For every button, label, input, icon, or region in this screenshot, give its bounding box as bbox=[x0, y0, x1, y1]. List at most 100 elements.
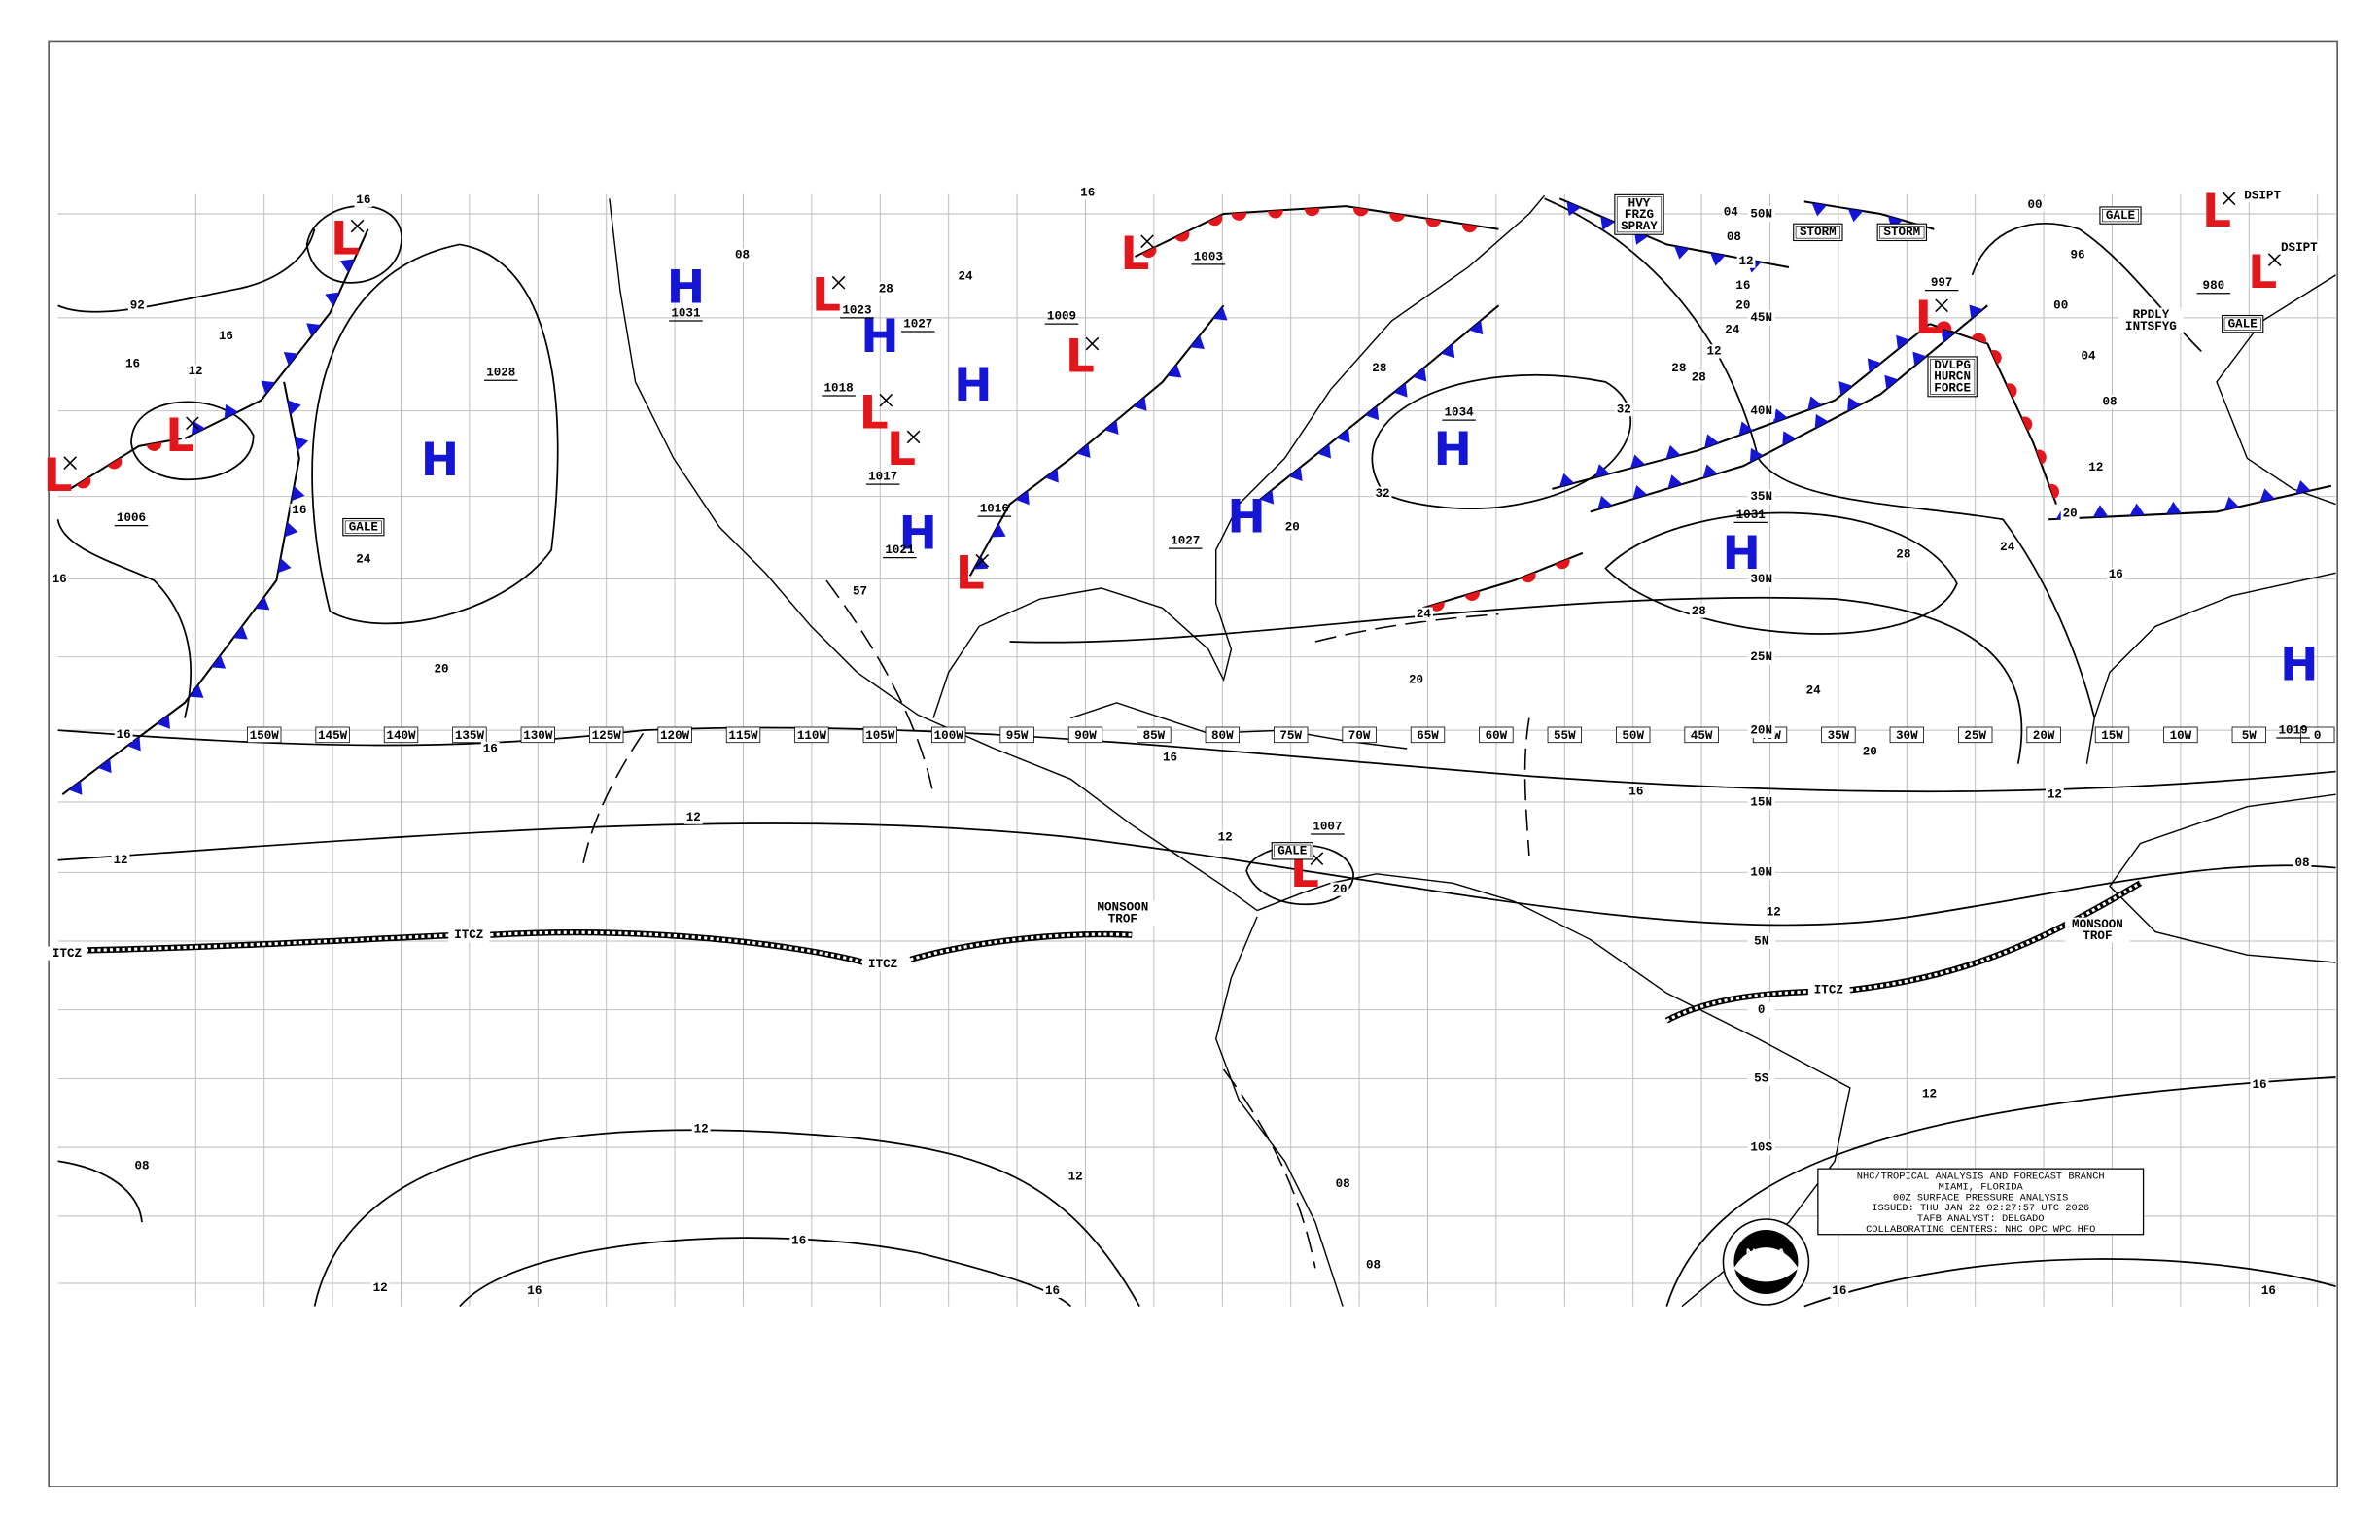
front-pip bbox=[1847, 208, 1864, 223]
lon-label-box bbox=[1068, 726, 1103, 744]
isobar-label-bg bbox=[1725, 229, 1743, 244]
lat-label: 10N bbox=[1750, 866, 1772, 880]
label-box bbox=[2222, 314, 2264, 333]
label-box-inner bbox=[1879, 226, 1925, 239]
isobar-label-bg bbox=[1860, 745, 1879, 759]
lon-label-box bbox=[1274, 726, 1309, 744]
isobar-label-bg bbox=[1689, 370, 1708, 385]
lon-label-box bbox=[862, 726, 897, 744]
lat-label: 10S bbox=[1750, 1140, 1772, 1154]
lat-label-box bbox=[1747, 206, 1775, 222]
map-labels: 150W 145W 140W 135W 130W 125W 120W 115W 110W 105W… bbox=[44, 185, 2335, 1298]
front-pip bbox=[1782, 431, 1797, 446]
front-pip bbox=[1288, 467, 1303, 482]
front-pip bbox=[1807, 396, 1823, 410]
isobar-label-bg bbox=[1998, 540, 2017, 554]
front-pip bbox=[1867, 358, 1881, 373]
isobar-label: 12 bbox=[694, 1123, 709, 1137]
center-x bbox=[906, 430, 921, 444]
center-x bbox=[63, 456, 77, 470]
isobar-label: 12 bbox=[686, 811, 701, 824]
isobar-label-bg bbox=[432, 662, 451, 677]
pressure-center: H bbox=[667, 262, 705, 315]
front-pip bbox=[2295, 480, 2311, 495]
pressure-center: L bbox=[44, 449, 73, 503]
lat-label: 0 bbox=[1758, 1003, 1766, 1017]
isobar-label: 20 bbox=[1409, 674, 1423, 687]
label-bg bbox=[2274, 240, 2324, 255]
isobar-label: 20 bbox=[1735, 299, 1750, 313]
front-pip bbox=[2006, 383, 2017, 399]
pressure-center: L bbox=[956, 546, 985, 600]
label-box-inner bbox=[2101, 208, 2140, 223]
front-pip bbox=[1425, 218, 1442, 228]
front-pip bbox=[1555, 558, 1570, 570]
lat-label-box bbox=[1747, 933, 1775, 949]
front-pip bbox=[1167, 364, 1182, 378]
isobar-label: 12 bbox=[1767, 905, 1781, 919]
isobar-label: 08 bbox=[1727, 230, 1741, 244]
lat-label: 15N bbox=[1750, 795, 1772, 809]
center-x bbox=[2267, 253, 2282, 266]
pressure-center: L bbox=[165, 409, 194, 463]
isobar-label-bg bbox=[2068, 248, 2087, 262]
lon-label-box bbox=[794, 726, 829, 744]
pressure-center: L bbox=[887, 423, 916, 476]
center-pressure: 1003 bbox=[1194, 250, 1223, 263]
front-pip bbox=[1469, 320, 1484, 335]
lat-label-box bbox=[1747, 794, 1775, 810]
front-pip bbox=[126, 736, 141, 752]
front-pip bbox=[1674, 245, 1690, 260]
isobar-label: 24 bbox=[1806, 684, 1822, 698]
front-pip bbox=[157, 715, 170, 729]
isobar-label: 24 bbox=[958, 270, 973, 284]
front-pip bbox=[2092, 505, 2109, 518]
isobar-label: 08 bbox=[735, 249, 750, 262]
isobar-label: 16 bbox=[1628, 785, 1643, 798]
front-pip bbox=[1208, 214, 1223, 227]
lon-label-box bbox=[725, 726, 761, 744]
front-pip bbox=[1268, 210, 1283, 219]
map-label: ITCZ bbox=[454, 928, 483, 942]
lat-label-box bbox=[1747, 864, 1775, 881]
isobar-label: 16 bbox=[2109, 568, 2123, 581]
isobar-label-bg bbox=[480, 741, 500, 756]
isobar-label-bg bbox=[354, 552, 373, 567]
isobar-label: 16 bbox=[117, 728, 131, 742]
lon-label: 125W bbox=[592, 729, 622, 743]
isobar-label-bg bbox=[691, 1122, 711, 1137]
isobar-label: 12 bbox=[2048, 788, 2062, 801]
map-label: RPDLY bbox=[2133, 308, 2170, 322]
label-bg bbox=[46, 946, 88, 961]
lat-label-box bbox=[1747, 571, 1775, 587]
lat-label: 35N bbox=[1750, 490, 1772, 504]
lon-label-box bbox=[2026, 726, 2061, 744]
lat-label: 45N bbox=[1750, 311, 1772, 325]
fronts bbox=[61, 197, 2332, 795]
front-pip bbox=[1045, 468, 1059, 483]
lon-label: 35W bbox=[1828, 729, 1850, 743]
isobar-label-bg bbox=[1733, 278, 1753, 293]
info-line: NHC/TROPICAL ANALYSIS AND FORECAST BRANC… bbox=[1857, 1172, 2105, 1183]
front-pip bbox=[1174, 230, 1190, 242]
isobar bbox=[1803, 1258, 2336, 1308]
front-pip bbox=[1559, 472, 1575, 487]
front-pip bbox=[2259, 488, 2275, 503]
lon-label-box bbox=[452, 726, 487, 744]
front-pip bbox=[287, 400, 301, 415]
isobar-label: 28 bbox=[1692, 605, 1706, 618]
front-pip bbox=[1632, 485, 1648, 500]
map-label: FORCE bbox=[1934, 381, 1971, 395]
isobar-label: 20 bbox=[1332, 883, 1347, 896]
isobar-label: 12 bbox=[1922, 1087, 1937, 1101]
isobar-label-bg bbox=[789, 1233, 809, 1248]
coast-pacific bbox=[609, 198, 1258, 912]
isobar-label-bg bbox=[1627, 784, 1646, 799]
front-pip bbox=[277, 557, 292, 574]
map-label: GALE bbox=[1278, 845, 1308, 858]
center-x bbox=[1140, 234, 1154, 249]
front-pip bbox=[1141, 246, 1157, 259]
label-bg bbox=[448, 928, 490, 942]
front-pip bbox=[192, 420, 206, 436]
